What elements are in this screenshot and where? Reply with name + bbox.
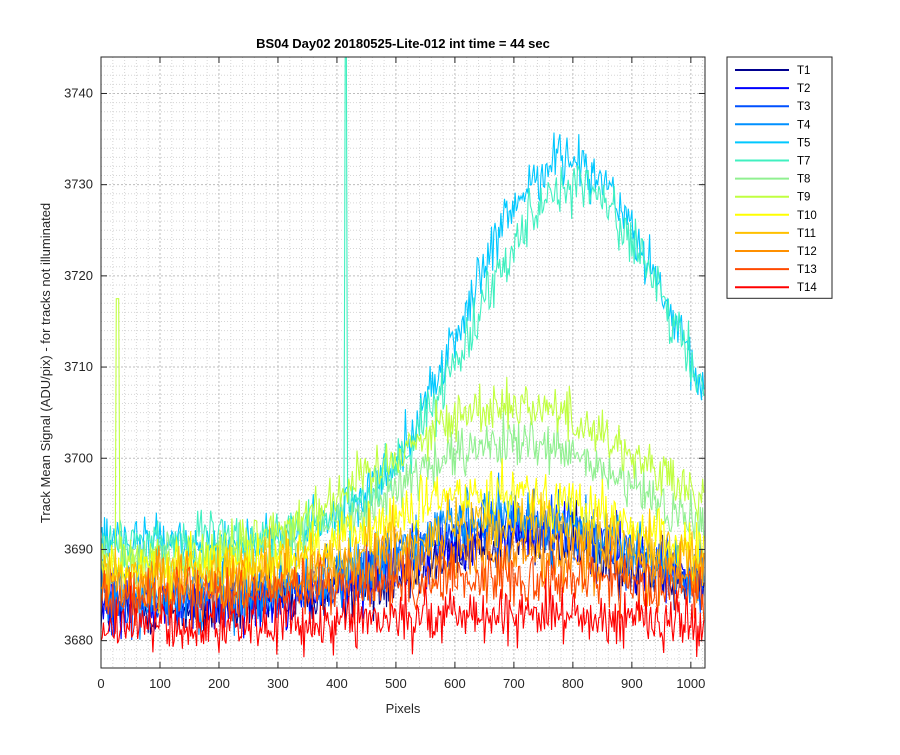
legend-label-t14: T14 (797, 282, 817, 294)
legend-label-t10: T10 (797, 210, 817, 222)
x-tick-label: 600 (444, 676, 466, 691)
x-tick-label: 700 (503, 676, 525, 691)
legend-label-t11: T11 (797, 228, 816, 240)
y-tick-label: 3710 (64, 359, 93, 374)
x-tick-label: 900 (621, 676, 643, 691)
x-axis-label: Pixels (386, 701, 421, 716)
x-tick-label: 400 (326, 676, 348, 691)
y-tick-label: 3720 (64, 268, 93, 283)
x-tick-label: 100 (149, 676, 171, 691)
series-line-t4 (100, 472, 705, 640)
series-line-t11 (100, 489, 705, 614)
legend: T1 T2 T3 T4 T5 T7 T8 T9 T10 T11 T12 T13 T14 (726, 56, 833, 299)
y-tick-label: 3680 (64, 633, 93, 648)
legend-label-t1: T1 (797, 65, 810, 77)
x-tick-label: 0 (97, 676, 104, 691)
x-tick-label: 1000 (676, 676, 705, 691)
legend-label-t4: T4 (797, 119, 811, 131)
x-tick-label: 200 (208, 676, 230, 691)
legend-label-t7: T7 (797, 156, 810, 168)
legend-label-t3: T3 (797, 101, 810, 113)
series-line-t10 (100, 458, 705, 606)
legend-label-t8: T8 (797, 174, 810, 186)
y-tick-label: 3730 (64, 177, 93, 192)
series-line-t7 (100, 56, 705, 569)
x-tick-label: 500 (385, 676, 407, 691)
legend-label-t9: T9 (797, 192, 810, 204)
series-line-t14 (100, 578, 705, 658)
legend-label-t2: T2 (797, 83, 810, 95)
series-group (100, 56, 705, 658)
legend-label-t13: T13 (797, 264, 817, 276)
y-tick-label: 3740 (64, 85, 93, 100)
legend-label-t5: T5 (797, 137, 810, 149)
legend-label-t12: T12 (797, 246, 817, 258)
axis-ticks: 0 100 200 300 400 500 600 700 800 900 1000 3680 3690… (64, 57, 705, 691)
plot-frame (100, 56, 706, 669)
y-tick-label: 3700 (64, 450, 93, 465)
y-axis-label: Track Mean Signal (ADU/pix) - for tracks… (38, 203, 53, 523)
x-tick-label: 800 (562, 676, 584, 691)
x-tick-label: 300 (267, 676, 289, 691)
chart-title: BS04 Day02 20180525-Lite-012 int time = … (256, 36, 550, 51)
y-tick-label: 3690 (64, 541, 93, 556)
series-line-t9 (100, 298, 705, 585)
series-line-t13 (100, 543, 705, 634)
